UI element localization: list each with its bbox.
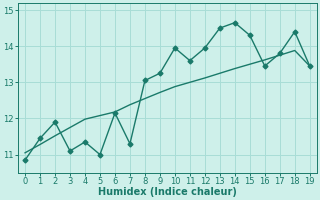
- X-axis label: Humidex (Indice chaleur): Humidex (Indice chaleur): [98, 187, 237, 197]
